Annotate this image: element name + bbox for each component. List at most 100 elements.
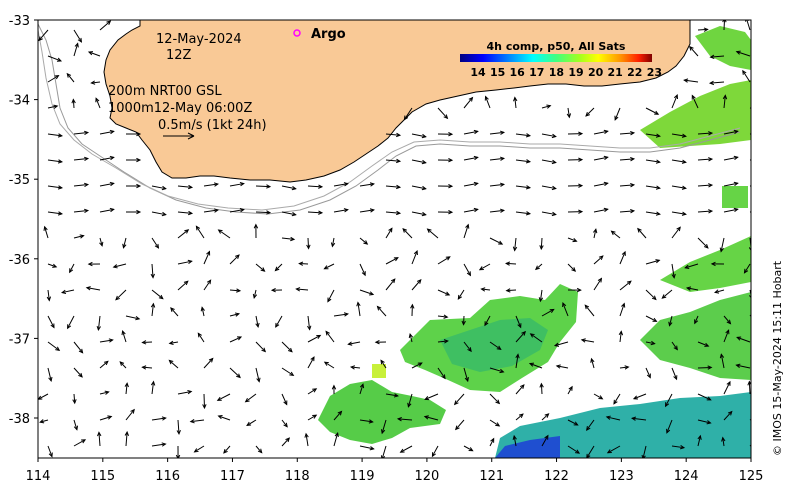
current-vector [177,389,193,395]
current-vector [255,315,260,329]
current-vector [541,185,557,191]
current-vector [709,54,725,60]
current-vector [281,341,293,353]
lon-tick-label: 117 [220,469,245,484]
current-vector [125,183,142,189]
legend-line-1: 200m NRT00 GSL [108,84,222,99]
map-frame [37,19,752,459]
current-vector [60,289,75,294]
current-vector [47,341,61,352]
current-vector [541,159,557,165]
current-vector [637,227,647,239]
current-vector [177,184,194,190]
colorbar-tick-label: 14 [470,66,486,79]
current-vector [463,96,474,109]
current-vector [697,365,713,370]
current-vector [195,225,205,239]
current-vector [515,211,532,216]
lon-tick-label: 116 [155,469,180,484]
current-vector [150,380,156,395]
current-vector [407,393,413,408]
lon-tick-label: 121 [479,469,504,484]
current-vector [719,353,725,369]
current-vector [461,315,466,326]
current-vector [175,445,181,458]
current-vector [150,263,155,279]
current-vector [489,156,506,161]
lon-tick-label: 118 [285,469,310,484]
current-vector [47,185,64,190]
current-vector [141,365,153,370]
lon-tick-label: 119 [350,469,375,484]
current-vector [593,181,609,187]
current-vector [566,107,572,119]
current-vector [585,107,595,117]
current-vector [359,208,375,213]
current-vector [304,432,309,447]
current-vector [73,234,85,239]
current-vector [72,393,77,405]
current-vector [151,185,167,191]
current-vector [99,360,109,369]
current-vector [605,415,621,421]
current-vector [735,363,751,369]
current-vector [255,367,261,383]
current-vector [424,393,439,401]
current-vector [619,365,630,370]
current-vector [189,419,205,424]
current-vector [274,263,283,272]
current-vector [645,211,661,216]
sst-patch-southeast-cool [495,436,560,458]
current-vector [380,419,387,435]
current-vector [593,228,598,239]
colorbar-tick-label: 15 [490,66,505,79]
colorbar-tick-label: 22 [627,66,642,79]
current-vector [95,97,101,109]
current-vector [73,42,79,57]
current-vector [295,287,309,292]
current-vector [281,437,291,447]
current-vector [359,383,365,395]
current-vector [641,445,647,458]
current-vector [749,211,751,213]
current-vector [411,133,427,139]
current-vector [203,279,212,291]
current-vector [668,315,673,327]
current-vector [124,382,129,395]
current-vector [385,210,402,216]
current-vector [151,416,167,421]
current-vector [47,315,55,329]
current-vector [121,330,127,343]
current-vector [47,75,60,83]
current-vector [437,158,454,163]
current-vector [253,223,259,239]
current-vector [73,367,83,378]
current-vector [255,341,267,353]
current-vector [541,211,557,217]
current-vector [281,419,288,428]
current-vector [489,367,505,374]
current-vector [539,382,544,395]
current-vector [723,129,739,135]
lat-tick-label: -38 [9,412,30,427]
current-vector [437,367,446,380]
current-vector [515,353,520,369]
current-vector [229,312,241,317]
current-vector [385,158,402,164]
current-vector [645,315,658,322]
current-vector [229,254,240,265]
current-vector [38,29,49,42]
current-vector [151,211,167,217]
current-vector [567,237,578,243]
current-vector [489,208,506,213]
current-vector [47,445,53,458]
current-vector [333,312,349,317]
current-vector [567,445,581,454]
current-vector [645,259,661,265]
current-vector [723,207,739,213]
current-vector [528,362,543,369]
map-time: 12Z [166,48,192,63]
current-vector [170,307,179,317]
current-vector [99,415,113,421]
current-vector [408,332,414,343]
